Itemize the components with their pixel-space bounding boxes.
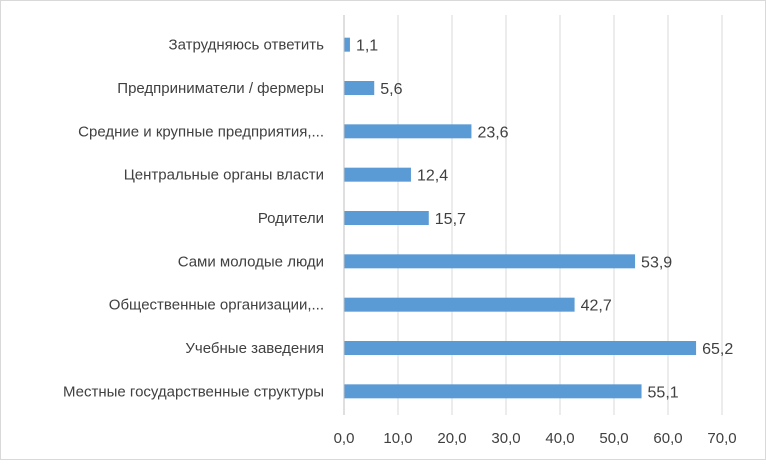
bar: [344, 167, 411, 182]
bar: [344, 254, 636, 269]
data-label: 15,7: [435, 211, 466, 228]
x-tick-label: 0,0: [334, 430, 355, 447]
category-label: Родители: [258, 210, 324, 227]
category-label: Затрудняюсь ответить: [169, 37, 325, 54]
category-label: Местные государственные структуры: [63, 383, 324, 400]
bar: [344, 211, 429, 225]
data-label: 42,7: [581, 298, 612, 315]
data-label: 12,4: [417, 168, 448, 185]
bar: [344, 81, 375, 95]
bar: [344, 37, 350, 52]
x-tick-label: 10,0: [383, 430, 412, 447]
category-label: Учебные заведения: [185, 340, 324, 357]
x-tick-label: 20,0: [437, 430, 466, 447]
x-tick-label: 70,0: [707, 430, 736, 447]
data-label: 65,2: [702, 341, 733, 358]
data-label: 23,6: [477, 124, 508, 141]
gridlines: [343, 15, 723, 415]
bar: [344, 124, 472, 139]
x-tick-label: 30,0: [491, 430, 520, 447]
category-label: Общественные организации,...: [109, 297, 324, 314]
bar: [344, 341, 697, 355]
x-tick-label: 60,0: [653, 430, 682, 447]
category-label: Предприниматели / фермеры: [117, 80, 324, 97]
category-label: Центральные органы власти: [124, 167, 324, 184]
data-label: 55,1: [648, 384, 679, 401]
data-label: 5,6: [380, 81, 402, 98]
x-tick-label: 50,0: [599, 430, 628, 447]
category-label: Сами молодые люди: [178, 253, 324, 270]
bar: [344, 297, 575, 312]
data-label: 1,1: [356, 38, 378, 55]
bar: [344, 384, 642, 399]
x-tick-label: 40,0: [545, 430, 574, 447]
category-label: Средние и крупные предприятия,...: [78, 123, 324, 140]
data-label: 53,9: [641, 254, 672, 271]
